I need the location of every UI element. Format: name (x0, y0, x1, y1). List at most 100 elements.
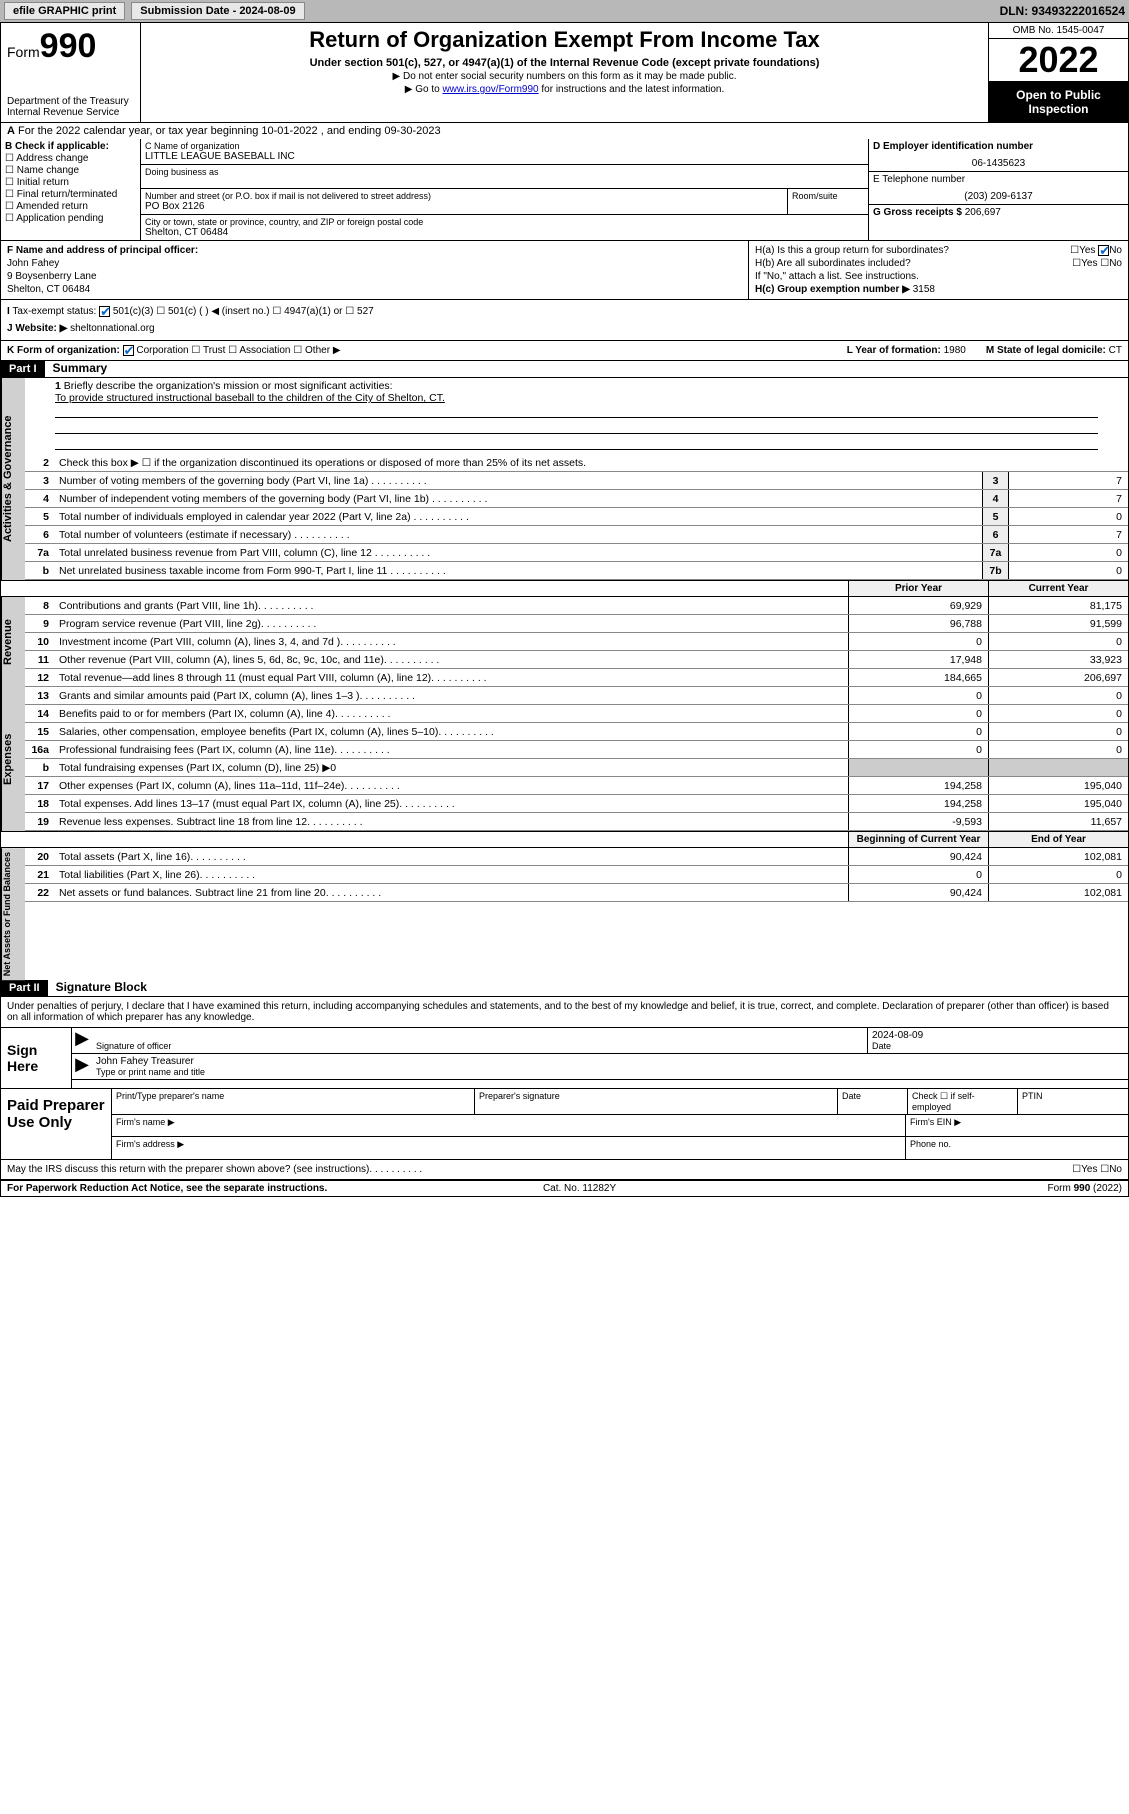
officer-addr2: Shelton, CT 06484 (7, 284, 742, 295)
line-b: bTotal fundraising expenses (Part IX, co… (25, 759, 1128, 777)
firm-addr-label: Firm's address ▶ (112, 1137, 906, 1159)
header-right: OMB No. 1545-0047 2022 Open to Public In… (988, 23, 1128, 122)
form-page: Form990 Department of the Treasury Inter… (0, 22, 1129, 1197)
hc-value: 3158 (913, 284, 935, 295)
room-suite-label: Room/suite (788, 189, 868, 214)
expenses-tab: Expenses (1, 687, 25, 831)
chk-name-change[interactable]: ☐ Name change (5, 165, 136, 176)
section-b: B Check if applicable: ☐ Address change … (1, 139, 141, 240)
org-name-label: C Name of organization (145, 141, 864, 151)
expenses-section: Expenses 13Grants and similar amounts pa… (1, 687, 1128, 831)
mission-label: Briefly describe the organization's miss… (64, 380, 393, 392)
dln-label: DLN: 93493222016524 (1000, 4, 1125, 18)
city-value: Shelton, CT 06484 (145, 227, 864, 238)
netassets-tab: Net Assets or Fund Balances (1, 848, 25, 980)
chk-address-change[interactable]: ☐ Address change (5, 153, 136, 164)
submission-date-button[interactable]: Submission Date - 2024-08-09 (131, 2, 304, 20)
chk-final-return[interactable]: ☐ Final return/terminated (5, 189, 136, 200)
org-name: LITTLE LEAGUE BASEBALL INC (145, 151, 864, 162)
chk-corporation[interactable] (123, 345, 134, 356)
section-klm: K Form of organization: Corporation ☐ Tr… (1, 341, 1128, 361)
chk-amended[interactable]: ☐ Amended return (5, 201, 136, 212)
netassets-section: Net Assets or Fund Balances 20Total asse… (1, 848, 1128, 980)
website-value: sheltonnational.org (70, 323, 155, 334)
line-11: 11Other revenue (Part VIII, column (A), … (25, 651, 1128, 669)
line-21: 21Total liabilities (Part X, line 26)00 (25, 866, 1128, 884)
revenue-section: Revenue 8Contributions and grants (Part … (1, 597, 1128, 687)
chk-501c3[interactable] (99, 306, 110, 317)
hb-label: H(b) Are all subordinates included? (755, 258, 911, 269)
ein-label: D Employer identification number (873, 141, 1033, 152)
irs-link[interactable]: www.irs.gov/Form990 (442, 84, 538, 95)
line-20: 20Total assets (Part X, line 16)90,42410… (25, 848, 1128, 866)
prior-current-header: Prior YearCurrent Year (1, 580, 1128, 597)
section-fh: F Name and address of principal officer:… (1, 241, 1128, 300)
section-d: D Employer identification number 06-14356… (868, 139, 1128, 240)
perjury-declaration: Under penalties of perjury, I declare th… (1, 997, 1128, 1028)
line-12: 12Total revenue—add lines 8 through 11 (… (25, 669, 1128, 687)
ha-label: H(a) Is this a group return for subordin… (755, 245, 949, 256)
type-name-label: Type or print name and title (96, 1067, 205, 1077)
mission-text: To provide structured instructional base… (55, 392, 1098, 404)
form-word: Form (7, 44, 40, 60)
city-label: City or town, state or province, country… (145, 217, 864, 227)
l-value: 1980 (944, 345, 966, 356)
form-number: 990 (40, 27, 97, 65)
phone-label: Phone no. (906, 1137, 1128, 1159)
gross-label: G Gross receipts $ (873, 207, 962, 218)
officer-addr1: 9 Boysenberry Lane (7, 271, 742, 282)
efile-button[interactable]: efile GRAPHIC print (4, 2, 125, 20)
ha-no-checkbox[interactable] (1098, 245, 1109, 256)
line-3: 3Number of voting members of the governi… (25, 472, 1128, 490)
section-b-title: B Check if applicable: (5, 141, 109, 152)
part2-header: Part IISignature Block (1, 980, 1128, 997)
street-label: Number and street (or P.O. box if mail i… (145, 191, 783, 201)
line-6: 6Total number of volunteers (estimate if… (25, 526, 1128, 544)
cat-number: Cat. No. 11282Y (543, 1183, 616, 1194)
line2-text: Check this box ▶ ☐ if the organization d… (55, 456, 1128, 470)
hc-label: H(c) Group exemption number ▶ (755, 284, 910, 295)
dba-label: Doing business as (145, 167, 864, 177)
prep-sig-label: Preparer's signature (475, 1089, 838, 1114)
tax-status-label: Tax-exempt status: (12, 306, 96, 317)
paid-preparer-block: Paid Preparer Use Only Print/Type prepar… (1, 1089, 1128, 1160)
chk-app-pending[interactable]: ☐ Application pending (5, 213, 136, 224)
gross-value: 206,697 (965, 207, 1001, 218)
line-9: 9Program service revenue (Part VIII, lin… (25, 615, 1128, 633)
page-footer: For Paperwork Reduction Act Notice, see … (1, 1181, 1128, 1196)
l-label: L Year of formation: (847, 345, 941, 356)
k-label: K Form of organization: (7, 345, 120, 356)
line-10: 10Investment income (Part VIII, column (… (25, 633, 1128, 651)
line-22: 22Net assets or fund balances. Subtract … (25, 884, 1128, 902)
firm-name-label: Firm's name ▶ (112, 1115, 906, 1136)
website-label: Website: ▶ (15, 323, 67, 334)
discuss-line: May the IRS discuss this return with the… (1, 1160, 1128, 1181)
prep-date-label: Date (838, 1089, 908, 1114)
line-14: 14Benefits paid to or for members (Part … (25, 705, 1128, 723)
header-middle: Return of Organization Exempt From Incom… (141, 23, 988, 122)
irs-label: Internal Revenue Service (7, 107, 134, 118)
note-ssn: ▶ Do not enter social security numbers o… (147, 71, 982, 82)
line-13: 13Grants and similar amounts paid (Part … (25, 687, 1128, 705)
governance-section: Activities & Governance 1 Briefly descri… (1, 378, 1128, 580)
officer-name: John Fahey (7, 258, 742, 269)
chk-initial-return[interactable]: ☐ Initial return (5, 177, 136, 188)
form-header: Form990 Department of the Treasury Inter… (1, 23, 1128, 123)
hb-note: If "No," attach a list. See instructions… (755, 271, 1122, 282)
line-18: 18Total expenses. Add lines 13–17 (must … (25, 795, 1128, 813)
form-ref: Form 990 (2022) (1047, 1183, 1121, 1194)
tax-year: 2022 (989, 39, 1128, 82)
paid-preparer-label: Paid Preparer Use Only (1, 1089, 111, 1159)
sig-date-value: 2024-08-09 (872, 1030, 1124, 1041)
sig-officer-label: Signature of officer (96, 1041, 171, 1051)
revenue-tab: Revenue (1, 597, 25, 687)
officer-name-title: John Fahey Treasurer (96, 1056, 1124, 1067)
header-left: Form990 Department of the Treasury Inter… (1, 23, 141, 122)
line-16a: 16aProfessional fundraising fees (Part I… (25, 741, 1128, 759)
ein-value: 06-1435623 (873, 158, 1124, 169)
street-value: PO Box 2126 (145, 201, 783, 212)
line-8: 8Contributions and grants (Part VIII, li… (25, 597, 1128, 615)
pra-notice: For Paperwork Reduction Act Notice, see … (7, 1183, 327, 1194)
tel-value: (203) 209-6137 (873, 191, 1124, 202)
form-subtitle: Under section 501(c), 527, or 4947(a)(1)… (147, 57, 982, 69)
